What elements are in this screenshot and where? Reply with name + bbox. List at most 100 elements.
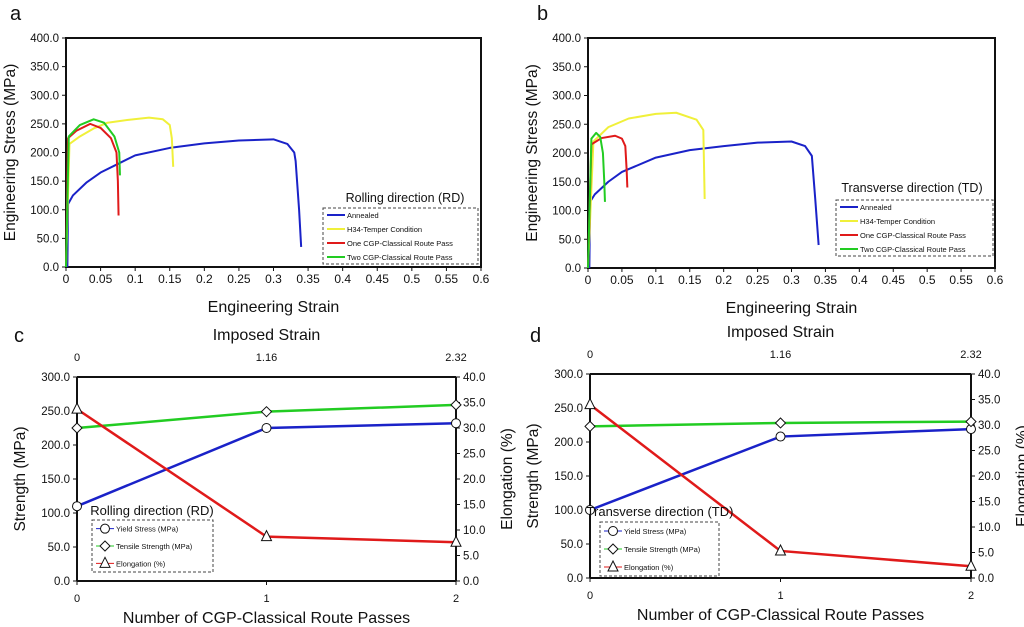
legend-entry: H34-Temper Condition (347, 225, 422, 234)
y-axis-label: Strength (MPa) (525, 423, 542, 528)
y2-tick-label: 40.0 (463, 372, 485, 384)
top-tick-label: 0 (74, 352, 80, 364)
x-tick-label: 2 (968, 590, 974, 602)
y-tick-label: 300.0 (554, 369, 583, 381)
y-tick-label: 0.0 (567, 573, 583, 585)
panel-label: c (14, 325, 24, 347)
legend-entry: Annealed (347, 211, 379, 220)
panel-c: c 0 1 2 Number of CGP-Classical Route Passes… (12, 325, 516, 627)
x-axis-label: Engineering Strain (726, 300, 858, 317)
data-point-circle (775, 431, 786, 442)
y2-tick-label: 15.0 (978, 497, 1000, 509)
legend-title: Transverse direction (TD) (841, 181, 982, 195)
y-tick-label: 400.0 (30, 33, 59, 45)
panel-label: d (530, 325, 541, 347)
data-point-triangle (965, 559, 977, 571)
x-tick-label: 0.6 (987, 273, 1004, 287)
panel-a: a 0 0.05 0.1 0.15 0.2 0.25 0.3 0.35 0.4 0.45 0.5 0.5… (2, 3, 490, 316)
x-tick-label: 0.5 (919, 273, 936, 287)
top-tick-label: 0 (587, 349, 593, 361)
y-tick-label: 50.0 (37, 233, 59, 245)
y-tick-label: 50.0 (559, 234, 581, 246)
y2-tick-label: 35.0 (978, 395, 1000, 407)
y-axis-label: Engineering Stress (MPa) (2, 64, 19, 241)
y-tick-label: 150.0 (30, 176, 59, 188)
y2-tick-label: 0.0 (463, 576, 479, 588)
y-axis-label: Strength (MPa) (12, 426, 29, 531)
y-axis-label: Engineering Stress (MPa) (524, 64, 541, 241)
y-tick-label: 100.0 (30, 205, 59, 217)
data-point-diamond (774, 417, 787, 429)
x-tick-label: 0.1 (647, 273, 664, 287)
legend-entry: Two CGP-Classical Route Pass (347, 253, 453, 262)
x-tick-label: 0.55 (435, 272, 459, 286)
y-tick-label: 350.0 (552, 62, 581, 74)
y2-tick-label: 10.0 (978, 522, 1000, 534)
x-tick-label: 0.55 (949, 273, 973, 287)
x-tick-label: 0.45 (882, 273, 906, 287)
legend-box (322, 207, 479, 265)
x-tick-label: 0.3 (265, 272, 282, 286)
x-tick-label: 0.05 (610, 273, 634, 287)
legend-entry: Elongation (%) (116, 559, 166, 568)
y-tick-label: 400.0 (552, 33, 581, 45)
y2-tick-label: 10.0 (463, 525, 485, 537)
y-tick-label: 200.0 (552, 148, 581, 160)
x-tick-label: 0.25 (746, 273, 770, 287)
y2-axis-label: Elongation (%) (499, 428, 516, 530)
y-tick-label: 200.0 (554, 437, 583, 449)
y-tick-label: 250.0 (552, 119, 581, 131)
legend-entry: Tensile Strength (MPa) (116, 542, 193, 551)
x-axis-label: Engineering Strain (208, 299, 340, 316)
top-tick-label: 1.16 (770, 349, 791, 361)
legend-marker (99, 556, 111, 568)
series-line (66, 138, 303, 268)
y2-tick-label: 5.0 (463, 551, 479, 563)
legend-entry: Two CGP-Classical Route Pass (860, 245, 966, 254)
y-tick-label: 300.0 (41, 372, 70, 384)
y-tick-label: 0.0 (43, 262, 59, 274)
x-tick-label: 0.35 (814, 273, 838, 287)
y2-tick-label: 20.0 (463, 474, 485, 486)
data-point-diamond (584, 420, 596, 433)
panel-label: a (10, 3, 22, 25)
y-tick-label: 150.0 (552, 177, 581, 189)
y-tick-label: 250.0 (41, 406, 70, 418)
x-tick-label: 2 (453, 593, 459, 605)
series-line (588, 140, 820, 269)
series-line (76, 421, 457, 508)
x-tick-label: 1 (263, 593, 269, 605)
x-tick-label: 0.6 (473, 272, 490, 286)
data-point-diamond (71, 422, 83, 434)
series-line (587, 134, 629, 269)
y-tick-label: 350.0 (30, 62, 59, 74)
data-point-triangle (260, 529, 273, 542)
x-tick-label: 0 (74, 593, 80, 605)
y2-tick-label: 35.0 (463, 398, 485, 410)
legend-entry: Annealed (860, 203, 892, 212)
y-tick-label: 200.0 (30, 148, 59, 160)
series-line (587, 131, 606, 269)
data-point-circle (261, 423, 272, 433)
legend-marker (99, 540, 111, 552)
y2-tick-label: 20.0 (978, 471, 1000, 483)
x-axis-label: Number of CGP-Classical Route Passes (123, 610, 410, 627)
legend-marker (608, 526, 618, 536)
legend-marker (607, 543, 619, 555)
y2-axis-label: Elongation (%) (1014, 425, 1024, 527)
data-point-triangle (584, 397, 596, 410)
series-line (65, 118, 121, 268)
y-tick-label: 250.0 (554, 403, 583, 415)
x-tick-label: 0 (63, 272, 70, 286)
y2-tick-label: 25.0 (463, 449, 485, 461)
x-tick-label: 0.2 (715, 273, 732, 287)
legend-entry: Yield Stress (MPa) (116, 525, 179, 534)
y-tick-label: 300.0 (552, 91, 581, 103)
top-tick-label: 1.16 (256, 352, 277, 364)
x-tick-label: 0.2 (196, 272, 213, 286)
x-tick-label: 0.45 (366, 272, 390, 286)
data-point-triangle (774, 543, 787, 556)
panel-d: d 0 1 2 Number of CGP-Classical Route Passes… (525, 324, 1024, 624)
x-tick-label: 1 (777, 590, 783, 602)
